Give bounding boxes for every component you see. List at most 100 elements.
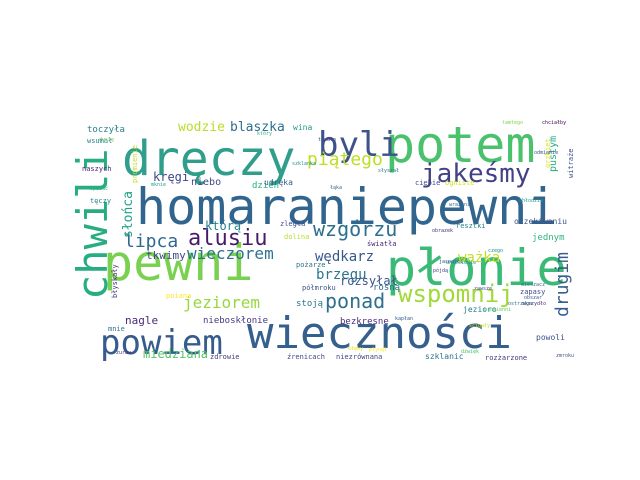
cloud-word: zapasy — [520, 288, 545, 296]
cloud-word: wieczorem — [187, 244, 274, 263]
cloud-word: ścigały — [469, 322, 490, 329]
cloud-word: brzegu — [316, 267, 367, 283]
cloud-word: mnie — [108, 325, 125, 333]
cloud-word: tęczy — [90, 197, 111, 205]
cloud-word: chłodzie — [519, 198, 543, 204]
cloud-word: udręka — [264, 178, 293, 187]
cloud-word: obrazek — [432, 228, 453, 234]
cloud-word: szklanic — [425, 352, 464, 361]
cloud-word: kapłan — [395, 316, 413, 322]
cloud-word: jakeśmy — [421, 159, 531, 189]
cloud-word: źrenicach — [287, 353, 325, 361]
cloud-word: tkwimy — [146, 249, 186, 262]
cloud-word: zawsze — [474, 286, 492, 292]
cloud-word: skrzydło — [522, 301, 546, 307]
cloud-word: zległa — [280, 220, 305, 228]
cloud-word: pewni — [103, 234, 254, 292]
cloud-word: chciałby — [542, 120, 566, 126]
cloud-word: lipca — [124, 231, 178, 252]
cloud-word: dźwięk — [461, 348, 479, 355]
cloud-word: ogniste — [445, 179, 475, 187]
cloud-word: odmianie — [534, 150, 558, 156]
cloud-word: bezkresne — [340, 317, 389, 327]
cloud-word: ważka — [458, 250, 500, 266]
cloud-word: duszę — [99, 137, 114, 143]
cloud-word: niebo — [191, 177, 221, 188]
cloud-word: homaraniepewni — [136, 178, 557, 236]
cloud-word: szklanka — [292, 161, 316, 167]
cloud-word: grzbiet — [544, 138, 552, 168]
cloud-word: wina — [293, 123, 312, 132]
cloud-word: łąka — [330, 185, 342, 191]
cloud-word: jeziorem — [183, 293, 260, 312]
cloud-word: ostrzega — [508, 301, 532, 307]
cloud-word: kręgi — [153, 170, 189, 184]
cloud-word: błyskały — [111, 264, 119, 298]
cloud-word: jasności — [439, 258, 463, 265]
cloud-word: naszych — [82, 165, 112, 173]
cloud-word: jezioro — [463, 305, 497, 314]
cloud-word: miedziana — [143, 347, 208, 361]
cloud-word: wodzie — [178, 120, 225, 135]
cloud-word: powiem — [100, 323, 223, 363]
cloud-word: wsumał — [87, 137, 112, 145]
cloud-word: poiana — [166, 292, 191, 300]
cloud-word: witraże — [567, 148, 575, 178]
cloud-word: promienie — [131, 145, 139, 183]
cloud-word: pożarze — [296, 261, 326, 269]
cloud-word: zdrowie — [210, 353, 240, 361]
cloud-word: rozżarzone — [485, 354, 527, 362]
cloud-word: jednym — [532, 233, 565, 243]
cloud-word: słyszał — [378, 168, 399, 174]
cloud-word: wędkarz — [315, 249, 374, 265]
cloud-word: chwili — [68, 148, 117, 300]
cloud-word: którą — [205, 219, 241, 233]
cloud-word: promienni — [484, 307, 511, 313]
cloud-word: ciebie — [415, 179, 440, 187]
cloud-word: światła — [367, 240, 397, 248]
cloud-word: wrażenie — [449, 202, 473, 208]
cloud-word: trwało — [318, 137, 336, 143]
cloud-word: słońca — [121, 191, 136, 238]
cloud-word: pójdą — [433, 267, 448, 274]
cloud-word: uniesienie — [446, 260, 476, 266]
cloud-word: nagle — [125, 314, 158, 327]
cloud-word: wspomnij — [398, 280, 514, 308]
cloud-word: wzgórzu — [313, 217, 397, 241]
cloud-word: mknie — [151, 182, 166, 188]
cloud-word: alusiu — [188, 226, 267, 251]
cloud-word: opisać — [90, 185, 108, 192]
cloud-word: byli — [318, 125, 400, 165]
cloud-word: zmroku — [556, 353, 574, 359]
cloud-word: półmroku — [302, 284, 336, 292]
cloud-word: obszar — [524, 295, 542, 301]
cloud-word: blaszka — [230, 120, 285, 135]
cloud-word: ponad — [325, 289, 385, 313]
cloud-word: powoli — [536, 333, 565, 342]
cloud-word: rosną — [373, 283, 400, 293]
cloud-word: dolina — [284, 233, 309, 241]
cloud-word: rozsyłał — [340, 274, 398, 288]
cloud-word: stoją — [296, 299, 323, 309]
cloud-word: czego — [488, 248, 503, 254]
cloud-word: toczyła — [87, 125, 125, 135]
cloud-word: dzień — [252, 181, 279, 191]
cloud-word: drugim — [552, 252, 573, 317]
cloud-word: mieszacz — [521, 282, 545, 288]
cloud-word: kłęby — [348, 346, 363, 352]
cloud-word: płonie — [386, 239, 567, 297]
cloud-word: dręczy — [122, 131, 295, 187]
cloud-word: nieboskłonie — [203, 316, 268, 326]
cloud-word: resztki — [456, 222, 486, 230]
cloud-word: piątego — [307, 149, 383, 170]
cloud-word: który — [257, 130, 272, 137]
cloud-word: pustym — [548, 136, 559, 172]
cloud-word: płynął — [369, 347, 387, 353]
cloud-word: żuraw — [116, 350, 132, 356]
cloud-word: niezrównana — [336, 353, 382, 361]
cloud-word: potem — [385, 116, 536, 174]
cloud-word: oczekiwaniu — [514, 217, 567, 226]
